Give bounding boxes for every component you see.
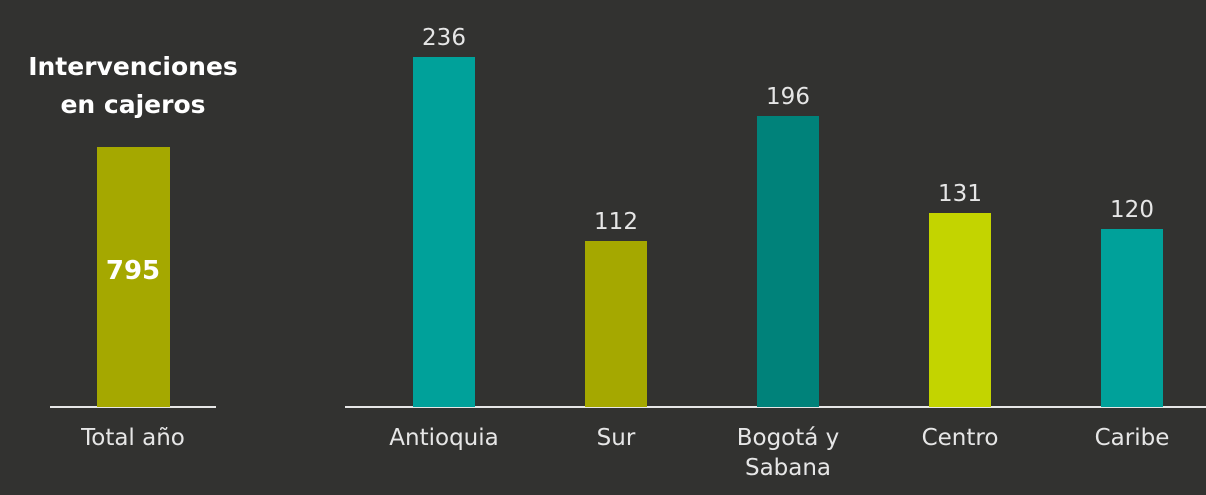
x-tick-label: Centro <box>921 425 999 451</box>
value-label: 196 <box>766 84 810 111</box>
value-label: 795 <box>105 256 161 286</box>
value-label: 120 <box>1110 197 1154 224</box>
x-tick-label: Antioquia <box>389 425 499 451</box>
x-tick-label: Caribe <box>1094 425 1170 451</box>
baseline <box>345 406 1206 408</box>
x-tick-label: Total año <box>81 425 185 451</box>
value-label: 131 <box>938 180 982 207</box>
bar <box>1101 229 1163 407</box>
value-label: 112 <box>594 208 638 235</box>
x-tick-label: Sur <box>596 425 636 451</box>
bar <box>757 116 819 407</box>
value-label: 236 <box>422 25 466 51</box>
x-tick-label: Bogotá y Sabana <box>736 425 840 481</box>
bar <box>929 212 991 407</box>
bar <box>96 147 170 407</box>
chart-title: Intervenciones en cajeros <box>28 52 238 119</box>
bar <box>413 57 475 407</box>
baseline <box>50 406 216 408</box>
bar <box>585 240 647 407</box>
